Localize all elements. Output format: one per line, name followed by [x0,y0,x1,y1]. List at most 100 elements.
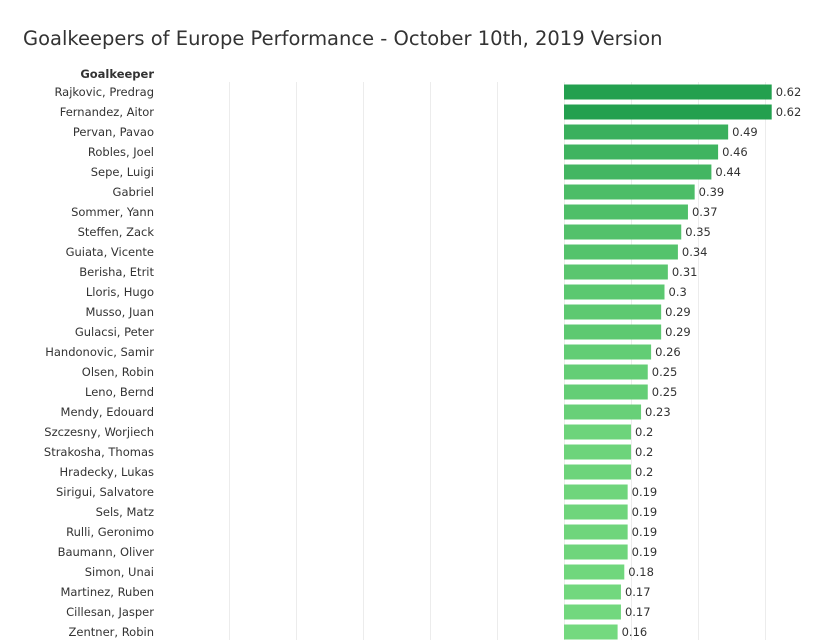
bar[interactable] [564,304,662,320]
value-label: 0.19 [632,525,658,539]
bar-row[interactable]: Rajkovic, Predrag 0.62 [54,84,802,100]
bar[interactable] [564,264,668,280]
bar-row[interactable]: Baumann, Oliver 0.19 [58,544,658,560]
value-label: 0.17 [625,585,651,599]
bar-row[interactable]: Olsen, Robin 0.25 [82,364,678,380]
bar-row[interactable]: Strakosha, Thomas 0.2 [44,444,653,460]
bar[interactable] [564,424,631,440]
category-label: Gulacsi, Peter [75,325,154,339]
value-label: 0.37 [692,205,718,219]
bar[interactable] [564,344,652,360]
bar-row[interactable]: Leno, Bernd 0.25 [85,384,678,400]
value-label: 0.62 [776,85,802,99]
bar-row[interactable]: Sirigui, Salvatore 0.19 [56,484,658,500]
category-label: Guiata, Vicente [66,245,154,259]
value-label: 0.46 [722,145,748,159]
category-label: Martinez, Ruben [60,585,154,599]
bar-row[interactable]: Mendy, Edouard 0.23 [61,404,671,420]
bar-row[interactable]: Martinez, Ruben 0.17 [60,584,651,600]
bar-row[interactable]: Cillesan, Jasper 0.17 [66,604,651,620]
bar-row[interactable]: Berisha, Etrit 0.31 [79,264,698,280]
category-label: Sepe, Luigi [91,165,154,179]
bar[interactable] [564,224,682,240]
bar-row[interactable]: Robles, Joel 0.46 [88,144,748,160]
category-label: Robles, Joel [88,145,154,159]
bar[interactable] [564,504,628,520]
bar[interactable] [564,204,688,220]
bar[interactable] [564,464,631,480]
category-label: Musso, Juan [85,305,154,319]
bar-row[interactable]: Sommer, Yann 0.37 [71,204,718,220]
bar-row[interactable]: Simon, Unai 0.18 [85,564,654,580]
value-label: 0.17 [625,605,651,619]
bar[interactable] [564,124,729,140]
value-label: 0.31 [672,265,698,279]
category-label: Pervan, Pavao [73,125,154,139]
bar[interactable] [564,484,628,500]
value-label: 0.23 [645,405,671,419]
value-label: 0.44 [715,165,741,179]
value-label: 0.39 [699,185,725,199]
value-label: 0.19 [632,545,658,559]
gridlines [229,82,766,640]
bar[interactable] [564,524,628,540]
bar-row[interactable]: Pervan, Pavao 0.49 [73,124,758,140]
category-label: Cillesan, Jasper [66,605,154,619]
bar[interactable] [564,244,678,260]
bar[interactable] [564,604,621,620]
bar[interactable] [564,324,662,340]
category-label: Handonovic, Samir [45,345,154,359]
bar[interactable] [564,544,628,560]
bar-row[interactable]: Lloris, Hugo 0.3 [86,284,687,300]
category-label: Baumann, Oliver [58,545,155,559]
category-label: Lloris, Hugo [86,285,154,299]
value-label: 0.2 [635,465,653,479]
bar-row[interactable]: Szczesny, Worjiech 0.2 [44,424,653,440]
value-label: 0.19 [632,505,658,519]
value-label: 0.29 [665,305,691,319]
value-label: 0.19 [632,485,658,499]
bar[interactable] [564,364,648,380]
bar-row[interactable]: Musso, Juan 0.29 [85,304,691,320]
category-label: Szczesny, Worjiech [44,425,154,439]
value-label: 0.3 [669,285,687,299]
category-label: Fernandez, Aitor [60,105,155,119]
category-label: Simon, Unai [85,565,154,579]
category-label: Sirigui, Salvatore [56,485,154,499]
bar[interactable] [564,184,695,200]
bar[interactable] [564,624,618,640]
bar[interactable] [564,584,621,600]
category-label: Zentner, Robin [69,625,154,639]
bar-row[interactable]: Gabriel 0.39 [113,184,725,200]
bar[interactable] [564,404,642,420]
chart-title: Goalkeepers of Europe Performance - Octo… [23,27,663,50]
value-label: 0.34 [682,245,708,259]
bar-row[interactable]: Fernandez, Aitor 0.62 [60,104,802,120]
value-label: 0.25 [652,385,678,399]
category-label: Olsen, Robin [82,365,154,379]
bar-row[interactable]: Steffen, Zack 0.35 [78,224,711,240]
bar[interactable] [564,284,665,300]
bar-row[interactable]: Handonovic, Samir 0.26 [45,344,681,360]
bar-row[interactable]: Sepe, Luigi 0.44 [91,164,741,180]
category-label: Rulli, Geronimo [66,525,154,539]
bar-row[interactable]: Rulli, Geronimo 0.19 [66,524,658,540]
bar-row[interactable]: Guiata, Vicente 0.34 [66,244,708,260]
bar[interactable] [564,164,712,180]
bar-row[interactable]: Sels, Matz 0.19 [96,504,658,520]
bar[interactable] [564,444,631,460]
bar-row[interactable]: Gulacsi, Peter 0.29 [75,324,691,340]
value-label: 0.2 [635,445,653,459]
bar[interactable] [564,564,625,580]
value-label: 0.2 [635,425,653,439]
bar-row[interactable]: Zentner, Robin 0.16 [69,624,648,640]
bar[interactable] [564,104,772,120]
category-label: Rajkovic, Predrag [54,85,154,99]
category-label: Berisha, Etrit [79,265,154,279]
bar[interactable] [564,384,648,400]
category-label: Sels, Matz [96,505,154,519]
bar-row[interactable]: Hradecky, Lukas 0.2 [60,464,654,480]
bar[interactable] [564,144,719,160]
bar[interactable] [564,84,772,100]
